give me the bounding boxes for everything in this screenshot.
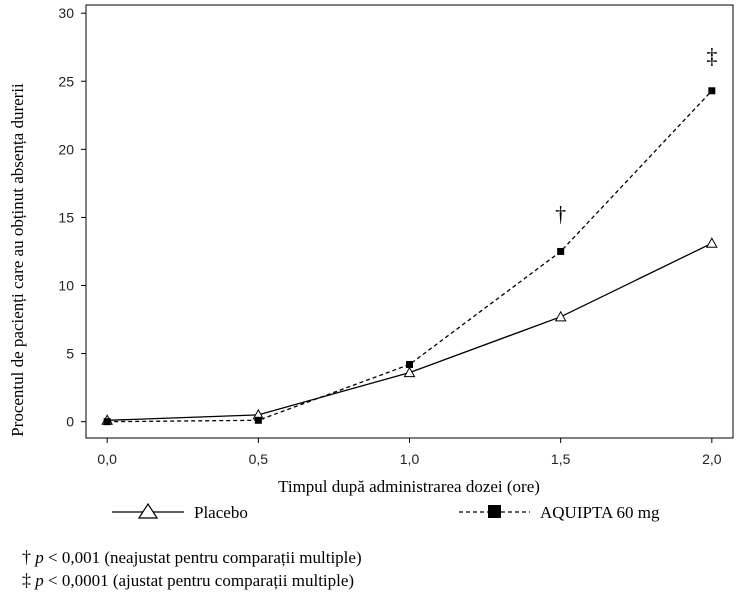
x-tick-label: 1,5 [551,451,571,467]
y-tick-label: 15 [58,209,74,225]
data-point-aquipta [557,247,565,255]
data-point-aquipta [103,418,111,426]
footnote-text: < 0,001 (neajustat pentru comparații mul… [43,548,362,567]
x-tick-label: 0,5 [249,451,269,467]
significance-marker: † [555,202,566,227]
footnote-text: < 0,0001 (ajustat pentru comparații mult… [43,571,355,590]
legend: Placebo AQUIPTA 60 mg [112,502,660,522]
data-point-aquipta [406,360,413,368]
series-line-aquipta [107,90,713,423]
y-axis-ticks: 0 5 10 15 20 25 30 [58,5,86,430]
data-point-aquipta [254,416,262,424]
series-line-placebo [107,242,713,421]
x-tick-label: 0,0 [97,451,117,467]
legend-marker-triangle [137,502,159,519]
footnote-double-dagger: ‡ p < 0,0001 (ajustat pentru comparații … [22,569,362,592]
data-point-aquipta [708,87,716,95]
significance-marker: ‡ [706,44,717,69]
y-tick-label: 20 [58,141,74,157]
legend-marker-square [488,505,501,518]
legend-label-aquipta: AQUIPTA 60 mg [540,503,660,522]
y-tick-label: 25 [58,73,74,89]
x-axis-title: Timpul după administrarea dozei (ore) [278,477,540,496]
footnote-dagger: † p < 0,001 (neajustat pentru comparații… [22,546,362,569]
x-axis-ticks: 0,0 0,5 1,0 1,5 2,0 [97,438,722,467]
y-tick-label: 10 [58,277,74,293]
footnotes: † p < 0,001 (neajustat pentru comparații… [22,546,362,592]
data-point-placebo [554,310,567,322]
y-tick-label: 5 [66,346,74,362]
y-tick-label: 30 [58,5,74,21]
footnote-symbol: ‡ [22,570,31,590]
data-point-placebo [403,366,416,378]
data-point-placebo [705,237,718,248]
x-tick-label: 1,0 [400,451,420,467]
y-axis-title: Procentul de pacienți care au obținut ab… [8,83,27,437]
footnote-symbol: † [22,547,31,567]
series-layer [101,87,718,426]
y-tick-label: 0 [66,414,74,430]
legend-item-aquipta: AQUIPTA 60 mg [459,503,660,522]
legend-item-placebo: Placebo [112,502,248,522]
legend-label-placebo: Placebo [194,503,248,522]
footnote-p: p [35,548,44,567]
annotation-layer: †‡ [555,44,717,227]
footnote-p: p [35,571,44,590]
x-tick-label: 2,0 [702,451,722,467]
